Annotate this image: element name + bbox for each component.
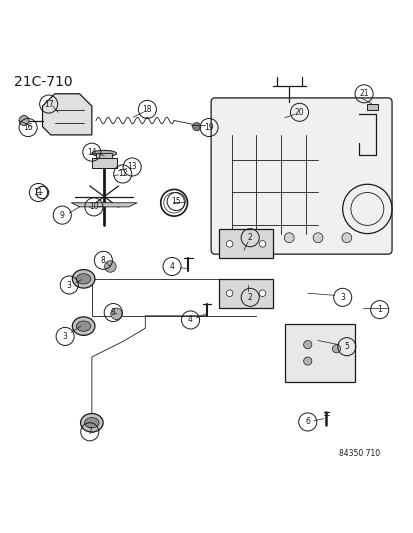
- Ellipse shape: [76, 321, 90, 332]
- Circle shape: [226, 233, 236, 243]
- Text: 2: 2: [247, 233, 252, 242]
- Text: 19: 19: [204, 123, 214, 132]
- Text: 15: 15: [171, 197, 180, 206]
- Text: 10: 10: [89, 203, 98, 212]
- Ellipse shape: [76, 274, 90, 284]
- Polygon shape: [71, 203, 137, 207]
- Circle shape: [259, 240, 265, 247]
- Bar: [219, 230, 272, 259]
- Text: 84350 710: 84350 710: [338, 449, 379, 458]
- Text: 12: 12: [118, 169, 127, 179]
- Ellipse shape: [72, 270, 95, 288]
- Text: 20: 20: [294, 108, 304, 117]
- Text: 17: 17: [44, 100, 53, 109]
- Bar: [219, 279, 272, 308]
- Text: 11: 11: [33, 188, 43, 197]
- Ellipse shape: [81, 414, 103, 432]
- Circle shape: [192, 123, 200, 131]
- Circle shape: [259, 290, 265, 296]
- Circle shape: [226, 240, 233, 247]
- Circle shape: [341, 233, 351, 243]
- Circle shape: [226, 290, 233, 296]
- Text: 3: 3: [66, 280, 71, 289]
- Text: 8: 8: [101, 256, 105, 265]
- Text: 1: 1: [376, 305, 381, 314]
- Circle shape: [19, 116, 29, 125]
- Text: 14: 14: [87, 148, 97, 157]
- Ellipse shape: [84, 418, 99, 428]
- Text: 4: 4: [169, 262, 174, 271]
- Ellipse shape: [72, 317, 95, 335]
- Ellipse shape: [92, 150, 116, 157]
- Bar: [285, 324, 354, 382]
- Text: 16: 16: [23, 123, 33, 132]
- Circle shape: [104, 261, 116, 272]
- Circle shape: [111, 308, 122, 320]
- Text: 2: 2: [247, 293, 252, 302]
- Text: 21: 21: [358, 90, 368, 98]
- Circle shape: [303, 341, 311, 349]
- Text: 7: 7: [87, 427, 92, 437]
- Text: 21C-710: 21C-710: [14, 75, 72, 90]
- Circle shape: [312, 233, 322, 243]
- Polygon shape: [43, 94, 92, 135]
- Circle shape: [255, 233, 265, 243]
- FancyBboxPatch shape: [211, 98, 391, 254]
- Text: 3: 3: [62, 332, 67, 341]
- Text: 9: 9: [59, 211, 64, 220]
- Bar: [92, 158, 116, 168]
- Circle shape: [284, 233, 294, 243]
- Text: 6: 6: [304, 417, 309, 426]
- Bar: [366, 104, 377, 110]
- Text: 13: 13: [127, 163, 137, 172]
- Text: 18: 18: [142, 105, 152, 114]
- Text: 4: 4: [188, 316, 192, 325]
- Circle shape: [332, 345, 340, 353]
- Text: 5: 5: [344, 342, 349, 351]
- Circle shape: [303, 357, 311, 365]
- Text: 3: 3: [339, 293, 344, 302]
- Text: 8: 8: [111, 308, 115, 317]
- Bar: [96, 154, 112, 159]
